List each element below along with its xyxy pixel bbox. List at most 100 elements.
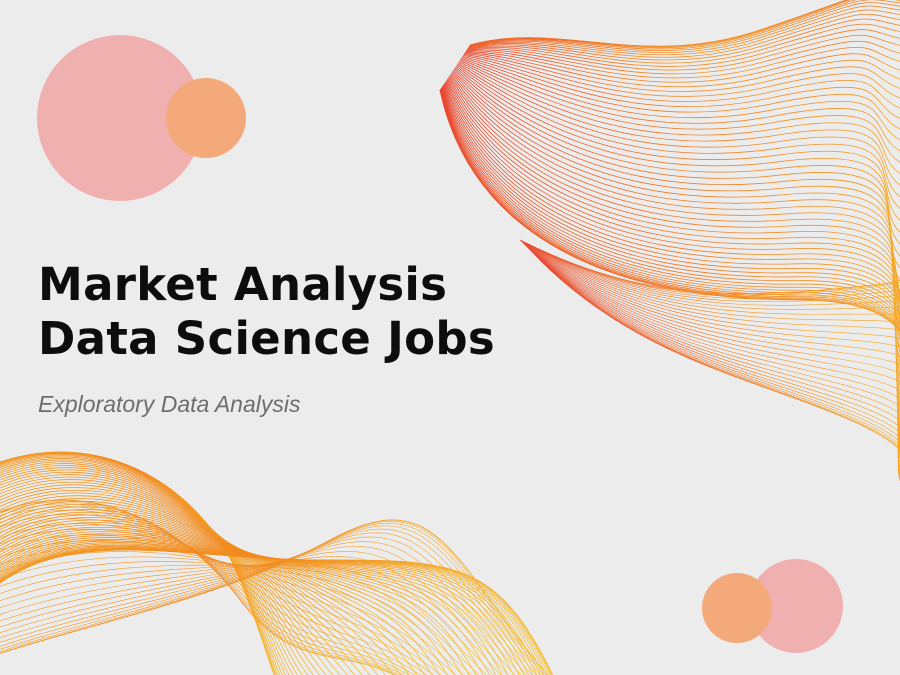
- wave-line: [0, 540, 525, 675]
- wave-line: [0, 467, 314, 675]
- wave-line: [439, 89, 900, 482]
- wave-line: [0, 561, 495, 675]
- wave-mesh-bottom-left: [0, 451, 554, 675]
- wave-line: [522, 242, 900, 310]
- wave-line: [445, 80, 900, 380]
- wave-line: [534, 254, 900, 407]
- wave-line: [449, 75, 900, 327]
- wave-line: [0, 519, 549, 675]
- wave-line: [0, 514, 448, 675]
- wave-line: [0, 551, 509, 675]
- wave-line: [0, 484, 363, 675]
- wave-line: [445, 81, 900, 389]
- wave-line: [0, 556, 502, 675]
- wave-line: [463, 54, 900, 109]
- wave-line: [0, 532, 533, 675]
- wave-line: [455, 66, 900, 233]
- wave-line: [457, 63, 900, 198]
- wave-line: [0, 556, 472, 675]
- wave-line: [529, 249, 900, 366]
- title-line-2: Data Science Jobs: [38, 312, 495, 365]
- wave-line: [468, 13, 900, 58]
- wave-line: [538, 258, 900, 443]
- wave-line: [536, 256, 900, 428]
- wave-line: [527, 247, 900, 348]
- wave-line: [447, 77, 900, 349]
- wave-line: [0, 518, 421, 675]
- wave-line: [467, 23, 900, 64]
- wave-line: [0, 500, 410, 675]
- wave-line: [465, 51, 900, 83]
- wave-line: [531, 251, 900, 383]
- wave-line: [535, 255, 900, 415]
- wave-line: [532, 252, 900, 392]
- wave-line: [523, 243, 900, 315]
- wave-line: [0, 531, 497, 675]
- wave-line: [462, 55, 900, 119]
- wave-line: [460, 58, 900, 152]
- wave-line: [520, 240, 900, 296]
- wave-line: [0, 487, 371, 675]
- wave-line: [440, 89, 900, 473]
- wave-line: [526, 246, 900, 339]
- wave-line: [468, 18, 900, 61]
- wave-line: [439, 89, 900, 476]
- wave-line: [442, 85, 900, 433]
- wave-line: [521, 241, 900, 303]
- wave-line: [439, 89, 900, 480]
- wave-line: [0, 524, 477, 675]
- wave-line: [466, 40, 900, 75]
- wave-line: [454, 67, 900, 245]
- wave-line: [0, 546, 515, 675]
- wave-line: [0, 536, 527, 675]
- wave-line: [0, 545, 457, 675]
- wave-line: [444, 83, 900, 408]
- wave-line: [441, 86, 900, 447]
- wave-line: [0, 503, 418, 675]
- wave-line: [449, 74, 900, 315]
- wave-line: [463, 54, 900, 99]
- wave-line: [0, 538, 520, 675]
- wave-line: [456, 64, 900, 210]
- wave-line: [0, 519, 463, 675]
- wave-line: [464, 52, 900, 88]
- wave-line: [536, 256, 900, 422]
- wave-line: [0, 489, 379, 675]
- wave-line: [461, 56, 900, 130]
- wave-line: [530, 250, 900, 374]
- decorative-orange-circle-bottom-right: [702, 573, 772, 643]
- wave-line: [469, 5, 900, 53]
- wave-line: [468, 9, 900, 56]
- wave-line: [539, 259, 900, 449]
- wave-line: [464, 53, 900, 92]
- wave-line: [469, 0, 852, 48]
- title-line-1: Market Analysis: [38, 258, 448, 311]
- wave-line: [0, 492, 386, 675]
- wave-line: [0, 523, 428, 675]
- wave-line: [0, 509, 433, 675]
- wave-line: [525, 245, 900, 331]
- wave-line: [455, 65, 900, 221]
- wave-line: [0, 498, 402, 675]
- wave-line: [0, 511, 441, 675]
- wave-line: [465, 47, 900, 79]
- wave-line: [0, 528, 435, 675]
- wave-line: [520, 240, 900, 297]
- wave-line: [442, 86, 900, 440]
- wave-line: [0, 514, 415, 675]
- wave-line: [469, 0, 900, 50]
- wave-line: [458, 61, 900, 175]
- wave-line: [469, 2, 900, 51]
- wave-line: [458, 62, 900, 186]
- wave-line: [469, 0, 900, 49]
- wave-line: [441, 87, 900, 459]
- wave-line: [520, 240, 900, 300]
- wave-line: [537, 257, 900, 434]
- wave-line: [522, 241, 900, 306]
- wave-line: [440, 88, 900, 469]
- decorative-orange-circle-top-left: [166, 78, 246, 158]
- wave-line: [466, 34, 900, 71]
- wave-line: [460, 57, 900, 141]
- wave-line: [446, 79, 900, 370]
